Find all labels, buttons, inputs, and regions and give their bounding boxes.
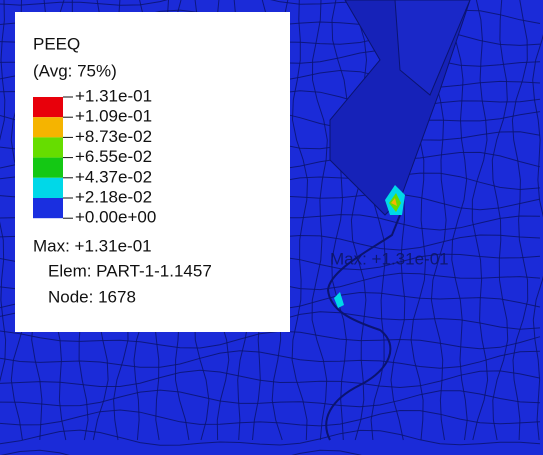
mesh-line xyxy=(0,0,7,383)
legend-title: PEEQ xyxy=(33,34,80,53)
legend-label: +2.18e-02 xyxy=(75,187,152,206)
max-value: Max: +1.31e-01 xyxy=(33,236,152,255)
mesh-line xyxy=(350,0,368,441)
max-annotation: Max: +1.31e-01 xyxy=(330,249,449,268)
hotspot-peak xyxy=(391,198,397,206)
mesh-line xyxy=(471,0,489,441)
legend-label: +6.55e-02 xyxy=(75,147,152,166)
mesh-line xyxy=(331,0,348,441)
mesh-line xyxy=(0,429,541,446)
mesh-line xyxy=(0,409,541,427)
color-bar: +1.31e-01 +1.09e-01+8.73e-02+6.55e-02+4.3… xyxy=(33,86,156,227)
mesh-line xyxy=(311,0,328,441)
legend-label: +1.31e-01 xyxy=(75,86,152,105)
color-band xyxy=(33,157,63,178)
legend-label: +1.09e-01 xyxy=(75,107,152,126)
tool-face xyxy=(394,0,471,96)
legend-label: +8.73e-02 xyxy=(75,127,152,146)
mesh-line xyxy=(491,0,509,441)
max-element: Elem: PART-1-1.1457 xyxy=(48,261,212,280)
mesh-line xyxy=(451,0,468,441)
max-node: Node: 1678 xyxy=(48,287,136,306)
mesh-line xyxy=(0,389,541,408)
mesh-line xyxy=(532,34,543,441)
mesh-line xyxy=(0,350,541,369)
legend-subtitle: (Avg: 75%) xyxy=(33,61,117,80)
color-band xyxy=(33,198,63,219)
legend-label: +4.37e-02 xyxy=(75,167,152,186)
color-band xyxy=(33,137,63,158)
mesh-line xyxy=(291,0,309,441)
mesh-line xyxy=(0,369,541,389)
color-band xyxy=(33,177,63,198)
color-band xyxy=(33,97,63,118)
color-band xyxy=(33,117,63,138)
mesh-line xyxy=(511,0,529,441)
hotspot-2 xyxy=(334,292,344,308)
mesh-line xyxy=(0,330,541,350)
groove xyxy=(325,214,401,441)
legend-label: +0.00e+00 xyxy=(75,208,156,227)
